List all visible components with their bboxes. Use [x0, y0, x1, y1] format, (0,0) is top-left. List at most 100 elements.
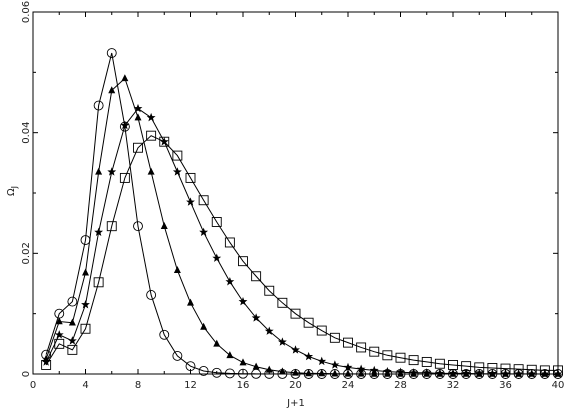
data-point-square: [67, 344, 78, 355]
series-line-square: [45, 135, 558, 371]
data-point-star: [304, 351, 314, 361]
data-point-star: [172, 167, 182, 176]
x-axis-label: J+1: [286, 398, 305, 409]
data-point-square: [41, 360, 52, 370]
data-point-circle: [159, 329, 170, 340]
data-point-square: [421, 356, 432, 367]
data-point-square: [461, 361, 472, 372]
data-point-star: [146, 112, 156, 122]
data-point-circle: [133, 221, 143, 232]
tick-layer: 0 4 8 12 16 20 24 28 32 36 40 0 0.02 0.04 0.06: [21, 1, 564, 391]
series-star: [41, 103, 563, 378]
data-point-star: [81, 299, 90, 309]
data-point-square: [238, 256, 248, 267]
data-point-square: [264, 285, 275, 296]
data-point-star: [120, 120, 130, 130]
data-point-square: [185, 172, 196, 183]
data-point-triangle: [82, 268, 89, 276]
data-point-triangle: [252, 362, 260, 370]
data-point-star: [238, 296, 248, 306]
data-point-square: [277, 297, 288, 308]
data-point-square: [408, 355, 419, 366]
x-tick-label: 4: [82, 380, 88, 391]
y-tick-label: 0.06: [21, 1, 32, 23]
data-point-star: [382, 366, 392, 376]
data-point-star: [212, 253, 222, 262]
x-tick-label: 32: [447, 380, 460, 391]
data-point-square: [539, 365, 550, 376]
data-point-star: [264, 326, 274, 335]
data-point-square: [395, 352, 406, 363]
data-point-triangle: [121, 74, 129, 82]
series-line-circle: [45, 52, 558, 375]
data-point-square: [290, 308, 301, 319]
series-layer: [41, 48, 563, 379]
data-point-star: [186, 197, 195, 206]
data-point-circle: [146, 290, 157, 300]
series-circle: [41, 48, 563, 379]
series-triangle: [42, 74, 562, 377]
x-tick-label: 36: [499, 380, 512, 391]
plot-frame: [32, 11, 559, 375]
data-point-square: [80, 323, 91, 334]
data-point-star: [94, 227, 104, 236]
y-axis-label: ΩJ: [6, 186, 19, 196]
data-point-square: [303, 317, 314, 328]
data-point-triangle: [226, 351, 234, 359]
data-point-star: [343, 362, 353, 372]
data-point-star: [133, 103, 143, 113]
data-point-triangle: [108, 86, 116, 94]
y-axis-label-group: ΩJ: [6, 186, 19, 196]
data-point-triangle: [55, 317, 63, 325]
x-tick-label: 20: [289, 380, 302, 391]
series-line-star: [45, 107, 558, 375]
data-point-square: [106, 221, 117, 232]
data-point-square: [172, 150, 183, 161]
data-point-square: [211, 217, 222, 227]
data-point-square: [434, 358, 445, 369]
data-point-triangle: [200, 322, 208, 330]
data-point-circle: [198, 366, 209, 376]
data-point-square: [343, 337, 353, 348]
data-point-square: [133, 142, 143, 153]
data-point-triangle: [95, 167, 103, 175]
y-tick-label: 0: [21, 371, 32, 377]
data-point-triangle: [187, 298, 194, 306]
data-point-star: [291, 345, 300, 354]
series-square: [41, 130, 563, 376]
data-point-star: [317, 356, 327, 366]
data-point-square: [224, 237, 235, 248]
data-point-star: [225, 277, 235, 286]
data-point-triangle: [173, 266, 181, 274]
data-point-triangle: [213, 339, 221, 347]
data-point-circle: [67, 296, 78, 307]
data-point-square: [93, 277, 104, 288]
y-axis-label-main: Ω: [6, 188, 17, 196]
data-point-triangle: [134, 113, 142, 121]
data-point-square: [146, 130, 157, 141]
data-point-square: [159, 136, 170, 147]
data-point-square: [119, 172, 130, 183]
data-point-triangle: [239, 358, 247, 366]
x-tick-label: 40: [552, 380, 565, 391]
data-point-star: [54, 330, 64, 339]
data-point-star: [199, 227, 209, 236]
data-point-square: [316, 325, 327, 336]
data-point-star: [461, 368, 471, 378]
y-axis-label-subscript: J: [10, 186, 19, 189]
data-point-circle: [106, 48, 117, 58]
data-point-square: [382, 350, 393, 361]
data-point-square: [369, 346, 380, 357]
data-point-star: [330, 360, 340, 369]
data-point-star: [251, 313, 261, 322]
data-point-triangle: [68, 318, 76, 326]
x-tick-label: 24: [342, 380, 355, 391]
data-point-star: [356, 364, 366, 373]
data-point-circle: [172, 350, 183, 361]
data-point-square: [329, 332, 340, 343]
data-point-square: [251, 271, 262, 282]
data-point-square: [198, 195, 209, 206]
x-tick-label: 16: [237, 380, 250, 391]
data-point-circle: [224, 368, 235, 379]
